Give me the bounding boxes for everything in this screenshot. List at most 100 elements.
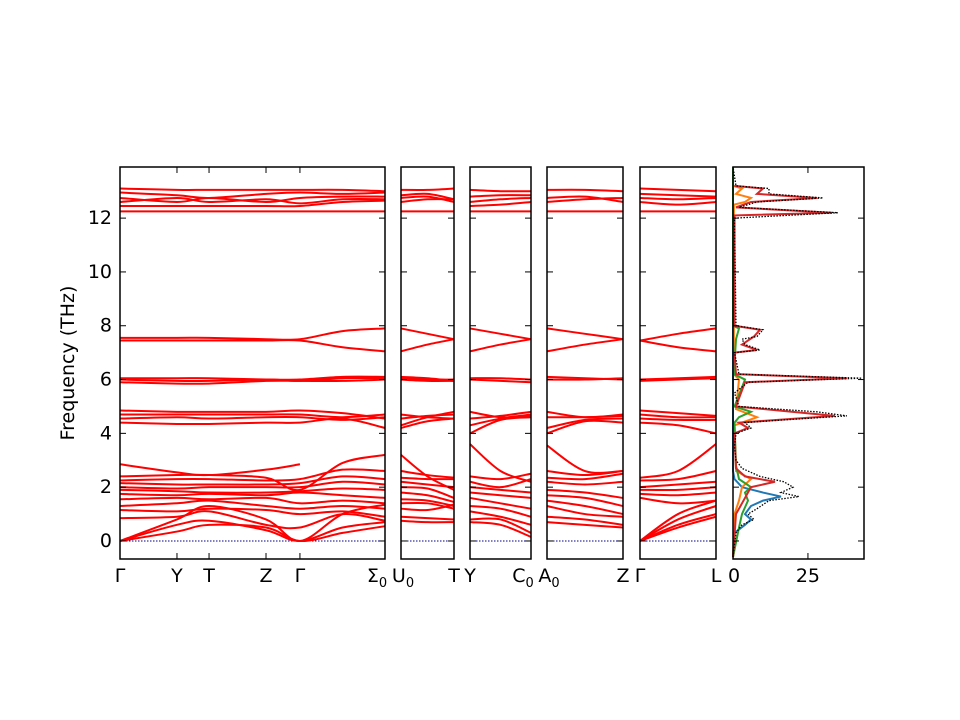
phonon-band <box>469 478 532 489</box>
phonon-band <box>400 515 455 521</box>
phonon-band <box>119 475 386 486</box>
phonon-band <box>469 413 532 427</box>
phonon-band <box>119 409 386 420</box>
phonon-band <box>120 199 386 208</box>
phonon-band <box>469 491 532 499</box>
phonon-band <box>546 327 624 341</box>
k-point-label: L <box>711 565 722 587</box>
dos-x-tick-label: 25 <box>796 565 820 587</box>
phonon-band <box>400 491 455 503</box>
k-point-label: Z <box>259 565 272 587</box>
k-point-label: T <box>202 565 215 587</box>
phonon-band <box>639 377 717 382</box>
panel-frame <box>546 166 624 560</box>
phonon-band <box>546 414 624 419</box>
y-tick-label: 0 <box>100 530 112 552</box>
phonon-band <box>469 338 532 353</box>
k-point-label: Γ <box>635 565 646 587</box>
phonon-band <box>639 409 717 417</box>
phonon-band <box>639 505 717 542</box>
phonon-band <box>469 472 532 481</box>
phonon-band <box>119 378 386 385</box>
phonon-band <box>546 480 624 486</box>
phonon-band <box>469 196 532 203</box>
phonon-band <box>469 496 532 510</box>
y-tick-label: 12 <box>88 207 112 229</box>
phonon-band <box>546 488 624 499</box>
phonon-band <box>119 187 386 193</box>
phonon-band <box>469 521 532 538</box>
phonon-band <box>400 198 455 203</box>
phonon-band <box>400 413 455 420</box>
k-point-label: Y <box>463 565 476 587</box>
phonon-band <box>469 378 532 384</box>
phonon-band <box>400 187 455 191</box>
phonon-band <box>546 417 624 429</box>
phonon-band <box>119 191 386 199</box>
phonon-band <box>400 417 455 429</box>
phonon-band <box>469 327 532 341</box>
phonon-band <box>469 443 532 483</box>
phonon-band <box>400 476 455 481</box>
dos-x-tick-label: 0 <box>728 565 740 587</box>
k-point-label: Γ <box>295 565 306 587</box>
phonon-band <box>639 339 717 353</box>
phonon-band <box>546 499 624 516</box>
phonon-band <box>639 196 717 201</box>
band-panel-2: U0 T <box>392 166 460 591</box>
phonon-band <box>119 487 386 494</box>
phonon-band <box>120 327 386 341</box>
k-point-label: Z <box>616 565 629 587</box>
phonon-band <box>119 415 386 421</box>
phonon-band <box>546 377 624 381</box>
phonon-band <box>469 505 532 518</box>
phonon-band <box>639 486 717 492</box>
y-tick-label: 10 <box>88 261 112 283</box>
k-point-label: Y <box>170 565 183 587</box>
phonon-band <box>400 195 455 203</box>
phonon-band <box>119 453 386 492</box>
phonon-band <box>119 417 386 429</box>
phonon-band <box>546 494 624 507</box>
phonon-band <box>120 413 386 419</box>
phonon-band <box>639 200 717 206</box>
phonon-band <box>639 187 717 193</box>
partial-dos-line <box>732 184 847 558</box>
panel-frame <box>639 166 717 560</box>
phonon-band <box>469 517 532 534</box>
phonon-band <box>639 443 717 479</box>
y-tick-label: 4 <box>100 422 112 444</box>
phonon-band <box>639 375 717 381</box>
phonon-band <box>639 515 717 542</box>
phonon-band <box>469 377 532 381</box>
phonon-band <box>469 200 532 208</box>
phonon-band <box>400 501 455 510</box>
phonon-band <box>469 416 532 435</box>
phonon-band <box>639 413 717 419</box>
phonon-band <box>119 503 386 542</box>
phonon-band <box>469 188 532 193</box>
phonon-band <box>400 338 455 353</box>
phonon-band <box>400 480 455 489</box>
phonon-band <box>639 480 717 489</box>
total-dos-line <box>732 166 862 558</box>
phonon-band <box>546 196 624 203</box>
phonon-band <box>639 421 717 435</box>
phonon-band <box>400 519 455 524</box>
partial-dos-line <box>732 167 782 558</box>
phonon-band <box>639 327 717 342</box>
phonon-band <box>546 515 624 526</box>
phonon-band <box>639 491 717 497</box>
panel-frame <box>119 166 386 560</box>
phonon-band <box>469 410 532 420</box>
phonon-band <box>119 519 386 542</box>
phonon-band <box>120 339 386 353</box>
panel-frame <box>469 166 532 560</box>
band-panel-3: Y C0 <box>463 166 534 591</box>
phonon-band <box>119 377 386 383</box>
phonon-band <box>119 468 386 482</box>
dos-frame <box>732 166 865 560</box>
